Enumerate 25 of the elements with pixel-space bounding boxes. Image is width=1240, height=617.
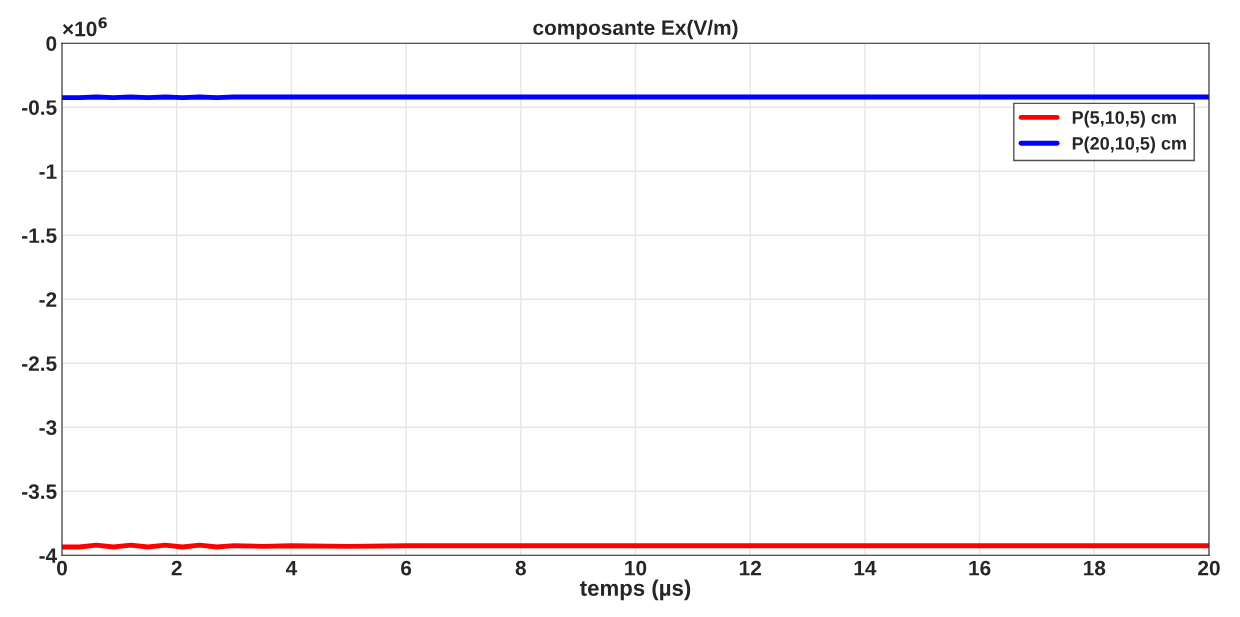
- x-axis-title: temps (µs): [579, 579, 691, 601]
- y-tick-label: -1: [39, 164, 57, 179]
- y-tick-label: -0.5: [22, 100, 57, 115]
- x-tick-label: 0: [57, 560, 67, 576]
- x-tick-label: 16: [969, 560, 991, 576]
- x-tick-label: 8: [515, 560, 526, 576]
- x-tick-label: 2: [171, 560, 182, 576]
- y-tick-label: -4: [39, 548, 58, 563]
- y-tick-label: 0: [46, 36, 57, 51]
- y-tick-label: -2.5: [22, 356, 57, 372]
- text: ×10$^{6}$: [62, 17, 107, 37]
- x-tick-label: 18: [1084, 560, 1106, 576]
- legend-label: P(20,10,5) cm: [1072, 136, 1186, 154]
- x-tick-label: 6: [401, 560, 412, 576]
- x-tick-label: 12: [739, 560, 761, 576]
- y-tick-label: -1.5: [22, 228, 57, 243]
- legend-label: P(5,10,5) cm: [1072, 110, 1176, 128]
- y-tick-label: -3.5: [22, 484, 57, 500]
- y-tick-label: -3: [39, 420, 57, 436]
- y-tick-label: -2: [39, 292, 57, 307]
- x-tick-label: 20: [1198, 560, 1220, 576]
- x-tick-label: 4: [285, 560, 298, 576]
- x-tick-label: 10: [625, 560, 647, 576]
- x-tick-label: 14: [854, 560, 877, 576]
- chart-title: composante Ex(V/m): [533, 19, 738, 40]
